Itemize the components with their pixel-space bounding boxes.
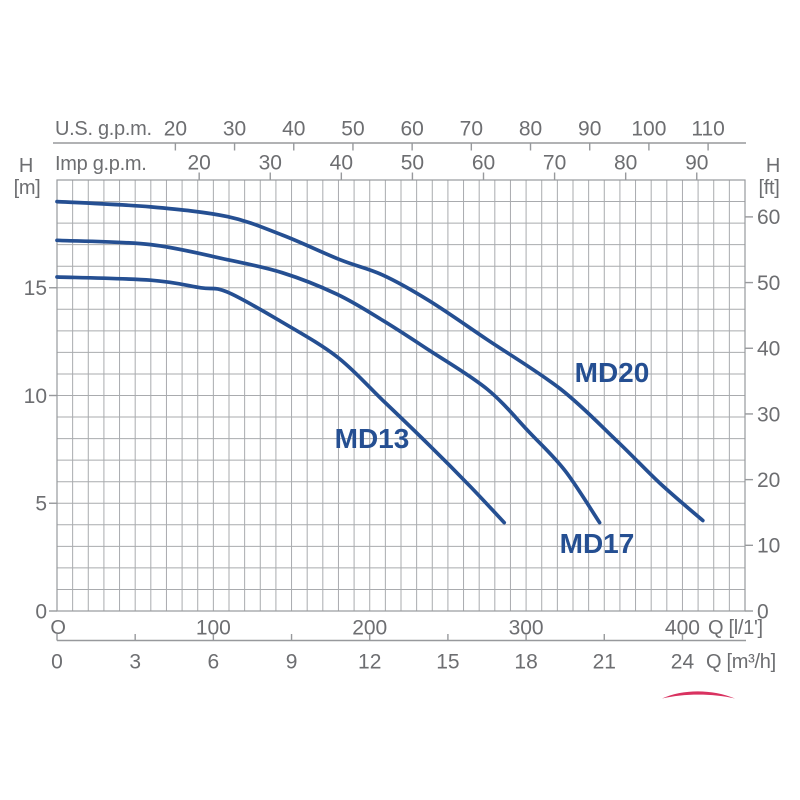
curves	[55, 199, 705, 525]
flow-m3h-axis-title: Q [m³/h]	[706, 651, 776, 673]
imp-gpm-tick-label: 90	[685, 151, 708, 174]
flow-m3h-tick-label: 12	[358, 650, 381, 673]
us-gpm-axis-title: U.S. g.p.m.	[55, 118, 152, 140]
imp-gpm-tick-label: 20	[187, 151, 210, 174]
flow-m3h-tick-label: 24	[671, 650, 695, 673]
flow-m3h-tick-label: 3	[129, 650, 141, 673]
head-ft-tick-label: 20	[757, 469, 780, 492]
imp-gpm-tick-label: 40	[330, 151, 353, 174]
us-gpm-tick-label: 50	[341, 117, 364, 140]
head-ft-tick-label: 30	[757, 403, 780, 426]
imp-gpm-tick-label: 50	[401, 151, 424, 174]
flow-lmin-tick-label: 400	[665, 616, 700, 639]
us-gpm-tick-label: 30	[223, 117, 246, 140]
series-label-md20: MD20	[575, 357, 650, 388]
head-m-tick-label: 15	[24, 277, 47, 300]
head-m-tick-label: 0	[35, 600, 47, 623]
imp-gpm-axis-title: Imp g.p.m.	[55, 153, 146, 175]
flow-m3h-tick-label: 15	[436, 650, 459, 673]
flow-m3h-tick-label: 0	[51, 650, 63, 673]
head-right-axis-unit: [ft]	[758, 177, 779, 199]
series-label-md13: MD13	[335, 423, 410, 454]
curve-md20	[55, 199, 705, 523]
head-left-axis-unit: [m]	[14, 177, 41, 199]
imp-gpm-tick-label: 30	[259, 151, 282, 174]
imp-gpm-tick-label: 80	[614, 151, 637, 174]
flow-m3h-tick-label: 6	[208, 650, 220, 673]
pink-crescent-logo	[662, 691, 735, 699]
head-ft-tick-label: 0	[757, 600, 769, 623]
flow-m3h-tick-label: 18	[514, 650, 537, 673]
flow-m3h-tick-label: 21	[593, 650, 616, 673]
us-gpm-tick-label: 40	[282, 117, 305, 140]
us-gpm-tick-label: 100	[631, 117, 666, 140]
us-gpm-tick-label: 110	[691, 117, 724, 140]
head-m-tick-label: 10	[24, 385, 47, 408]
imp-gpm-tick-label: 70	[543, 151, 566, 174]
us-gpm-tick-label: 20	[164, 117, 187, 140]
flow-lmin-axis-title: Q [l/1']	[708, 617, 763, 639]
grid	[56, 179, 746, 612]
flow-lmin-tick-label: 200	[352, 616, 387, 639]
us-gpm-tick-label: 90	[578, 117, 601, 140]
flow-m3h-tick-label: 9	[286, 650, 298, 673]
head-left-axis-title: H	[19, 155, 33, 177]
flow-lmin-tick-label: 100	[196, 616, 231, 639]
head-ft-tick-label: 60	[757, 206, 780, 229]
curve-md13	[55, 275, 507, 525]
series-label-md17: MD17	[560, 528, 635, 559]
flow-origin-label: O	[50, 617, 65, 639]
us-gpm-tick-label: 60	[400, 117, 423, 140]
us-gpm-tick-label: 70	[460, 117, 483, 140]
us-gpm-tick-label: 80	[519, 117, 542, 140]
curve-md17	[55, 238, 602, 525]
imp-gpm-tick-label: 60	[472, 151, 495, 174]
flow-lmin-tick-label: 300	[509, 616, 544, 639]
head-ft-tick-label: 40	[757, 338, 780, 361]
head-right-axis-title: H	[766, 155, 780, 177]
head-m-tick-label: 5	[35, 493, 47, 516]
head-ft-tick-label: 50	[757, 272, 780, 295]
head-ft-tick-label: 10	[757, 535, 780, 558]
